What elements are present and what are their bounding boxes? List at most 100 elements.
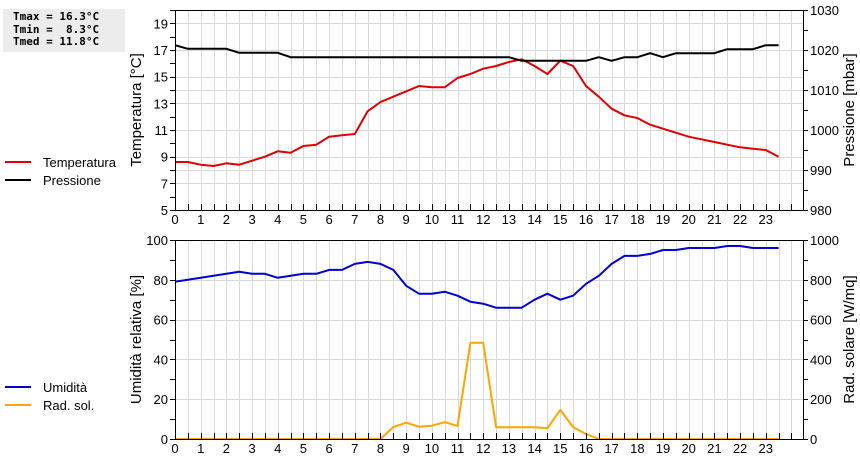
legend-label-rad-sol: Rad. sol. (43, 397, 95, 413)
x-tick-label: 21 (707, 212, 721, 227)
legend-bottom: Umidità Rad. sol. (5, 378, 94, 414)
series-line-pressione (174, 44, 779, 62)
x-tick-label: 13 (502, 212, 516, 227)
legend-swatch-umidita (5, 386, 31, 388)
x-tick-label: 19 (656, 212, 670, 227)
legend-swatch-rad-sol (5, 404, 31, 406)
legend-item-umidita: Umidità (5, 378, 94, 396)
tmin-text: Tmin = 8.3°C (13, 22, 100, 36)
y-tick-label: 19 (154, 16, 168, 31)
series-line-umidit- (174, 245, 779, 309)
y-right-tick-label: 200 (810, 392, 832, 407)
x-tick-label: 11 (451, 212, 465, 227)
y-tick-label: 7 (161, 176, 168, 191)
x-tick-label: 9 (403, 212, 410, 227)
y-tick-label: 0 (161, 432, 168, 447)
x-tick-label: 2 (223, 441, 230, 456)
x-tick-label: 17 (604, 441, 618, 456)
x-tick-label: 22 (733, 441, 747, 456)
x-tick-label: 10 (425, 212, 439, 227)
y-tick-label: 100 (146, 233, 168, 248)
x-tick-label: 6 (325, 441, 332, 456)
y-axis-title: Umidità relativa [%] (128, 275, 145, 404)
x-tick-label: 1 (197, 212, 204, 227)
x-tick-label: 20 (681, 441, 695, 456)
legend-label-pressione: Pressione (43, 172, 101, 188)
legend-swatch-pressione (5, 179, 31, 181)
y-tick-label: 9 (161, 150, 168, 165)
y-right-tick-label: 400 (810, 352, 832, 367)
y-right-tick-label: 0 (810, 432, 817, 447)
x-tick-label: 4 (274, 212, 281, 227)
temperature-stats-box: Tmax = 16.3°C Tmin = 8.3°C Tmed = 11.8°C (3, 9, 125, 52)
y-right-tick-label: 800 (810, 273, 832, 288)
y-tick-label: 40 (154, 352, 168, 367)
series-line-temperatura (175, 58, 780, 167)
x-tick-label: 22 (733, 212, 747, 227)
x-tick-label: 15 (553, 212, 567, 227)
legend-swatch-temperatura (5, 161, 31, 163)
x-tick-label: 5 (300, 441, 307, 456)
x-tick-label: 4 (274, 441, 281, 456)
y-axis-title: Temperatura [°C] (128, 53, 145, 167)
y-right-tick-label: 600 (810, 313, 832, 328)
y-tick-label: 11 (155, 123, 169, 138)
x-tick-label: 23 (759, 441, 773, 456)
x-tick-label: 7 (351, 441, 358, 456)
x-tick-label: 2 (223, 212, 230, 227)
x-tick-label: 23 (759, 212, 773, 227)
x-tick-label: 10 (425, 441, 439, 456)
x-tick-label: 0 (171, 212, 178, 227)
x-tick-label: 16 (579, 212, 593, 227)
x-tick-label: 20 (681, 212, 695, 227)
legend-item-temperatura: Temperatura (5, 153, 116, 171)
tmed-text: Tmed = 11.8°C (13, 35, 100, 48)
y-tick-label: 13 (154, 96, 168, 111)
y-right-tick-label: 1000 (810, 123, 839, 138)
y-right-tick-label: 1020 (810, 43, 839, 58)
y-right-axis-title: Rad. solare [W/mq] (841, 275, 858, 403)
y-right-axis-title: Pressione [mbar] (841, 53, 858, 166)
x-tick-label: 0 (171, 441, 178, 456)
plot-frame (175, 240, 804, 440)
x-tick-label: 3 (248, 441, 255, 456)
x-tick-label: 8 (377, 212, 384, 227)
x-tick-label: 21 (707, 441, 721, 456)
y-tick-label: 80 (154, 273, 168, 288)
y-right-tick-label: 1010 (810, 83, 839, 98)
y-right-tick-label: 990 (810, 163, 832, 178)
y-tick-label: 15 (154, 70, 168, 85)
y-tick-label: 60 (154, 313, 168, 328)
x-tick-label: 19 (656, 441, 670, 456)
y-tick-label: 5 (161, 203, 168, 218)
x-tick-label: 18 (630, 441, 644, 456)
x-tick-label: 1 (197, 441, 204, 456)
legend-label-umidita: Umidità (43, 379, 88, 395)
x-tick-label: 3 (248, 212, 255, 227)
x-tick-label: 12 (476, 212, 490, 227)
legend-item-rad-sol: Rad. sol. (5, 396, 94, 414)
x-tick-label: 14 (527, 212, 541, 227)
x-tick-label: 9 (403, 441, 410, 456)
x-tick-label: 18 (630, 212, 644, 227)
x-tick-label: 14 (527, 441, 541, 456)
x-tick-label: 6 (325, 212, 332, 227)
legend-item-pressione: Pressione (5, 171, 116, 189)
x-tick-label: 13 (502, 441, 516, 456)
legend-label-temperatura: Temperatura (43, 154, 116, 170)
x-tick-label: 16 (579, 441, 593, 456)
x-tick-label: 12 (476, 441, 490, 456)
x-tick-label: 11 (451, 441, 465, 456)
x-tick-label: 5 (300, 212, 307, 227)
y-tick-label: 20 (154, 392, 168, 407)
tmax-text: Tmax = 16.3°C (13, 10, 100, 23)
legend-top: Temperatura Pressione (5, 153, 116, 189)
y-right-tick-label: 1000 (810, 233, 839, 248)
y-tick-label: 17 (154, 43, 168, 58)
x-tick-label: 7 (351, 212, 358, 227)
x-tick-label: 8 (377, 441, 384, 456)
x-tick-label: 15 (553, 441, 567, 456)
x-tick-label: 17 (604, 212, 618, 227)
